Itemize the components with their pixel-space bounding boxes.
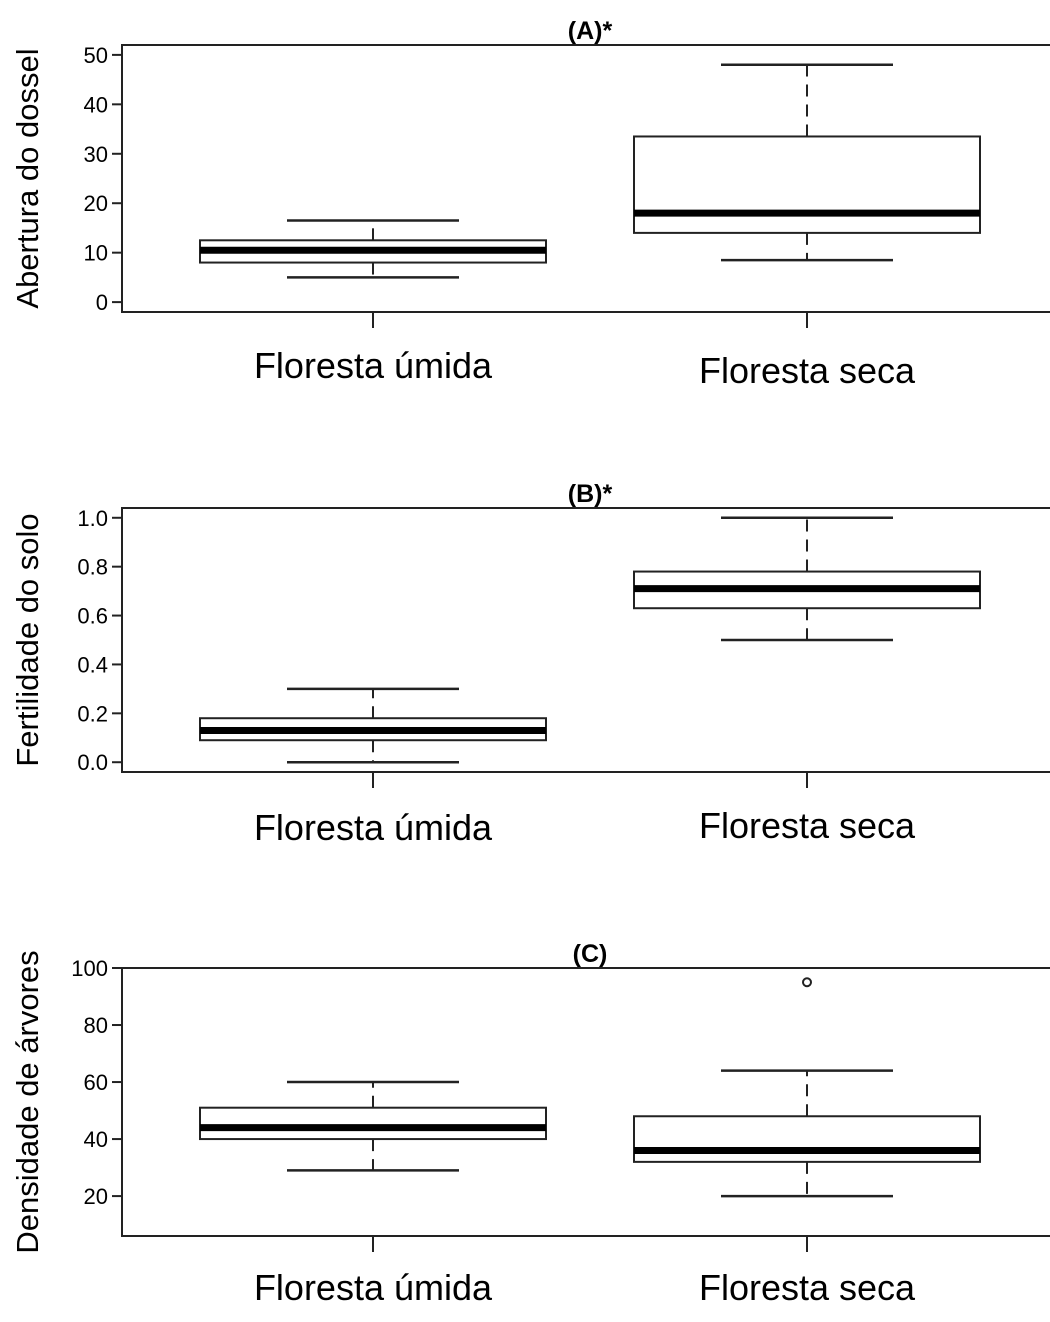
y-tick-label: 20	[84, 1184, 108, 1209]
box-floresta-seca	[633, 63, 981, 262]
panel-a: (A)* Abertura do dossel 0 10 20 30 40 50 Florest…	[10, 17, 1050, 391]
y-tick-label: 40	[84, 1127, 108, 1152]
x-tick-label: Floresta úmida	[254, 1267, 493, 1308]
x-tick-label: Floresta seca	[699, 1267, 916, 1308]
y-tick-label: 30	[84, 142, 108, 167]
iqr-box	[633, 1115, 981, 1163]
y-tick-label: 80	[84, 1013, 108, 1038]
y-tick-label: 0.4	[77, 652, 108, 677]
plot-frame	[121, 507, 1050, 773]
chart-title: (B)*	[568, 480, 613, 508]
y-tick-label: 50	[84, 43, 108, 68]
chart-title: (C)	[573, 940, 608, 968]
y-tick-label: 20	[84, 191, 108, 216]
x-tick-label: Floresta seca	[699, 805, 916, 846]
y-axis-label: Abertura do dossel	[10, 48, 45, 308]
box-floresta-umida	[199, 687, 547, 764]
panel-b: (B)* Fertilidade do solo 0.0 0.2 0.4 0.6 0.8 1.…	[10, 480, 1050, 848]
y-tick-label: 0	[96, 290, 108, 315]
box-floresta-seca	[633, 977, 981, 1198]
box-floresta-seca	[633, 516, 981, 642]
x-tick-label: Floresta úmida	[254, 345, 493, 386]
y-tick-label: 10	[84, 241, 108, 266]
y-tick-label: 60	[84, 1070, 108, 1095]
y-axis-label: Fertilidade do solo	[10, 513, 45, 766]
y-tick-label: 100	[71, 956, 108, 981]
plot-frame	[121, 44, 1050, 313]
iqr-box	[633, 135, 981, 234]
y-tick-label: 40	[84, 92, 108, 117]
panel-c: (C) Densidade de árvores 20 40 60 80 100 Flores…	[10, 940, 1050, 1308]
outlier-point	[802, 977, 812, 988]
iqr-box	[199, 1106, 547, 1141]
x-tick-label: Floresta seca	[699, 350, 916, 391]
chart-title: (A)*	[568, 17, 613, 45]
y-tick-label: 0.8	[77, 555, 108, 580]
x-tick-label: Floresta úmida	[254, 807, 493, 848]
plot-frame	[121, 967, 1050, 1237]
y-tick-label: 0.2	[77, 701, 108, 726]
y-tick-label: 0.0	[77, 750, 108, 775]
y-tick-label: 0.6	[77, 604, 108, 629]
box-floresta-umida	[199, 1080, 547, 1172]
y-tick-label: 1.0	[77, 506, 108, 531]
box-floresta-umida	[199, 219, 547, 279]
y-axis-label: Densidade de árvores	[10, 950, 45, 1253]
